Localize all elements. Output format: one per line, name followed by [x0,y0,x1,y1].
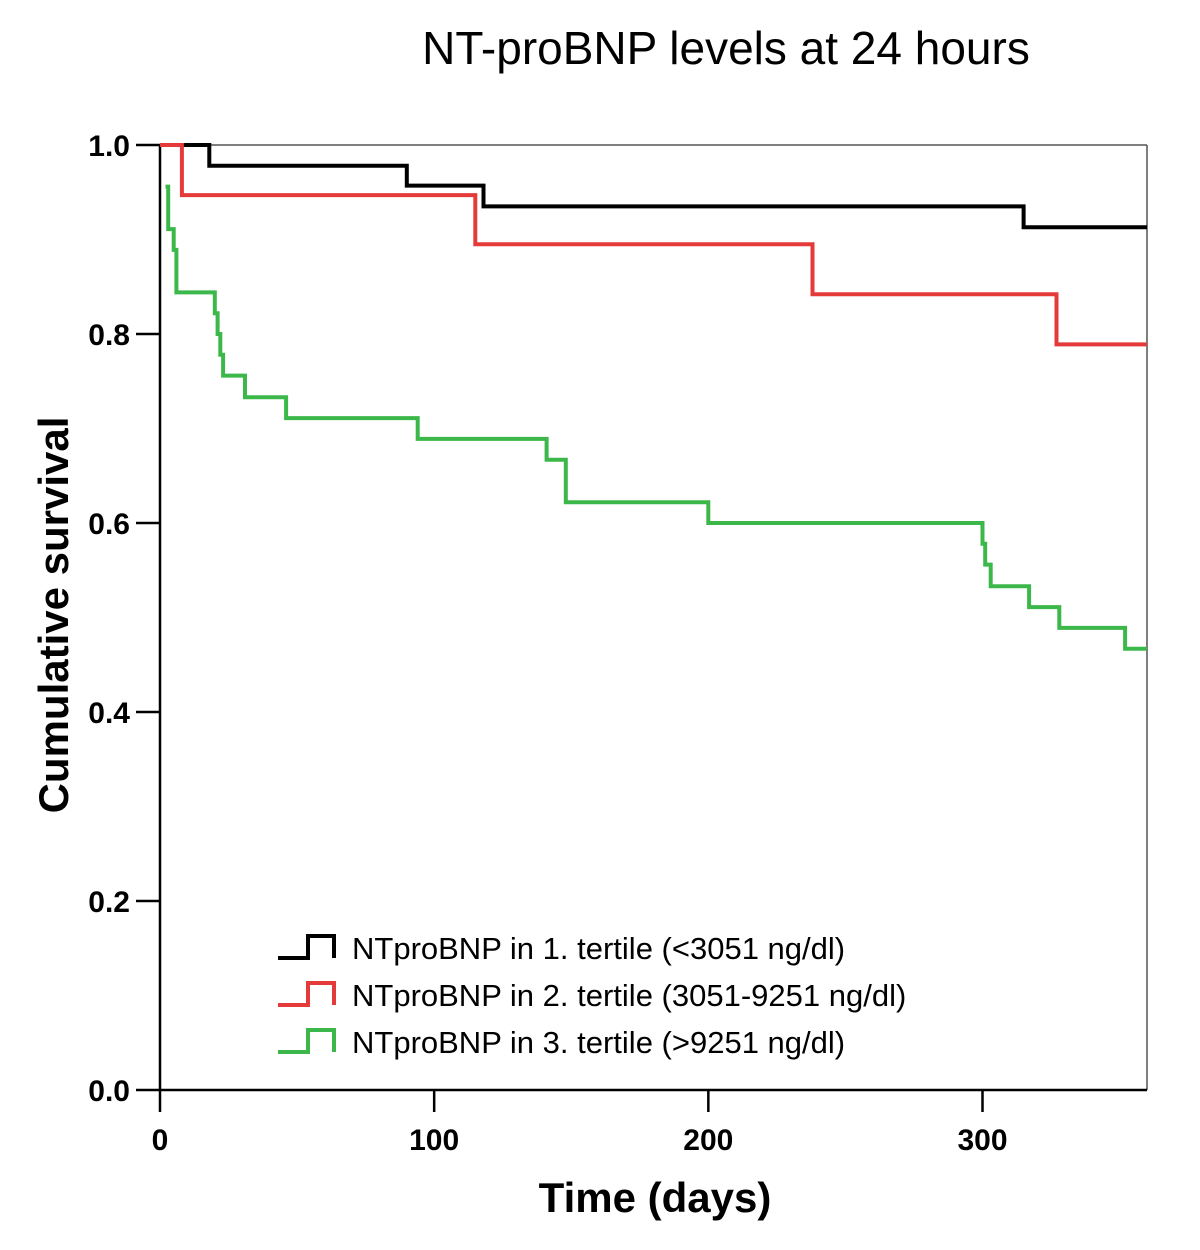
y-tick-label: 0.6 [88,508,130,541]
x-tick-label: 100 [409,1124,459,1157]
y-tick-label: 0.2 [88,886,130,919]
x-tick-label: 0 [152,1124,169,1157]
x-tick-label: 200 [683,1124,733,1157]
legend-label-tertile-3: NTproBNP in 3. tertile (>9251 ng/dl) [352,1025,845,1060]
chart-title: NT-proBNP levels at 24 hours [422,22,1030,74]
x-tick-label: 300 [957,1124,1007,1157]
axis-ticks: 0.0 0.2 0.4 0.6 0.8 1.0 0 100 200 300 [88,130,1007,1157]
legend-swatch-tertile-2 [278,981,336,1007]
y-tick-label: 0.4 [88,697,130,730]
survival-curve-tertile-1 [160,143,1147,230]
survival-curve-tertile-2 [160,143,1147,347]
legend-label-tertile-1: NTproBNP in 1. tertile (<3051 ng/dl) [352,931,845,966]
y-axis-label: Cumulative survival [30,417,77,814]
legend-label-tertile-2: NTproBNP in 2. tertile (3051-9251 ng/dl) [352,978,906,1013]
legend: NTproBNP in 1. tertile (<3051 ng/dl) NTpr… [278,931,906,1060]
y-tick-label: 0.0 [88,1075,130,1108]
legend-swatch-tertile-3 [278,1028,336,1054]
y-tick-label: 1.0 [88,130,130,163]
legend-swatch-tertile-1 [278,934,336,960]
x-axis-label: Time (days) [539,1174,772,1221]
y-tick-label: 0.8 [88,319,130,352]
survival-curves [160,143,1147,651]
survival-curve-tertile-3 [165,184,1147,651]
